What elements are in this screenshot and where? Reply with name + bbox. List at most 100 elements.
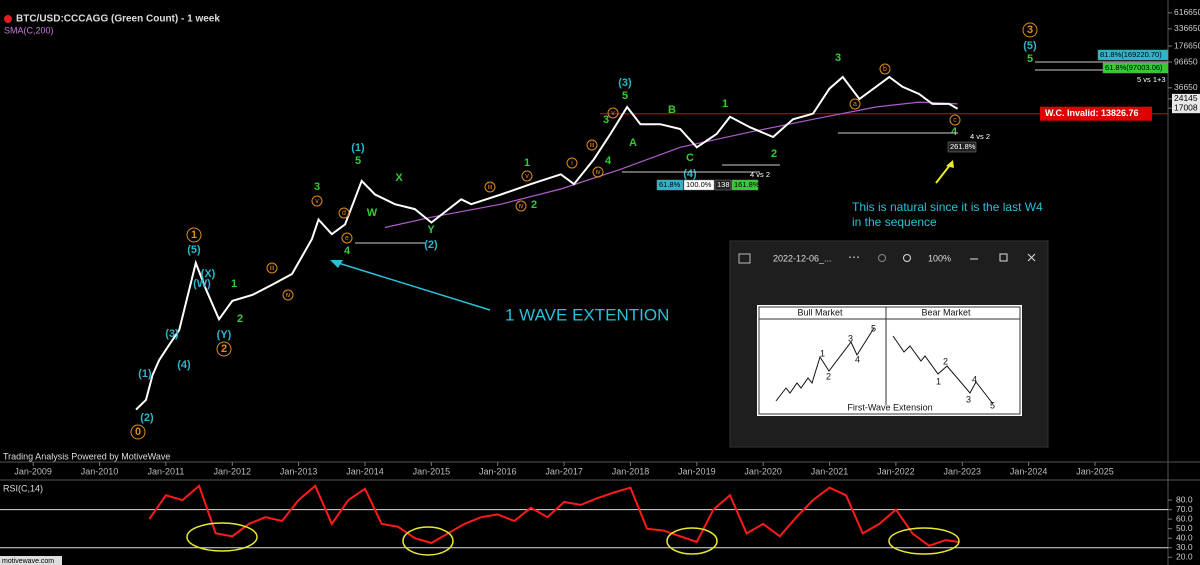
x-tick-label: Jan-2019 bbox=[678, 466, 716, 476]
wave-circle bbox=[216, 341, 232, 357]
wave-label: 4 bbox=[605, 155, 612, 167]
x-tick-label: Jan-2023 bbox=[944, 466, 982, 476]
wave-label: iii bbox=[270, 265, 275, 272]
x-tick-label: Jan-2011 bbox=[147, 466, 184, 476]
note: 1 WAVE EXTENTION bbox=[505, 305, 669, 324]
wave-label: 2 bbox=[221, 343, 227, 355]
wave-label: i bbox=[571, 160, 573, 167]
wave-label: 5 bbox=[355, 155, 361, 167]
highlight-ellipse bbox=[186, 522, 258, 552]
wave-label: (Y) bbox=[217, 329, 232, 341]
y-tick-label: 30.0 bbox=[1176, 542, 1193, 552]
wave-label: (3) bbox=[165, 328, 179, 340]
wave-label: (2) bbox=[424, 239, 438, 251]
note: in the sequence bbox=[852, 215, 937, 229]
fib-label: 5 vs 1+3 bbox=[1137, 75, 1166, 84]
highlight-ellipse bbox=[666, 527, 718, 555]
rsi-line bbox=[148, 484, 960, 547]
fib-label: 4 vs 2 bbox=[750, 170, 770, 179]
arrow bbox=[334, 261, 491, 311]
wave-label: (X) bbox=[201, 268, 216, 280]
fib-label: 100.0% bbox=[686, 180, 712, 189]
wave-label: 3 bbox=[603, 114, 609, 126]
wave-label: d bbox=[342, 210, 346, 217]
wave-label: (1) bbox=[138, 368, 152, 380]
wave-label: (5) bbox=[1023, 40, 1037, 52]
y-tick-label: 36650 bbox=[1174, 82, 1198, 92]
wave-label: v bbox=[611, 110, 615, 117]
wave-number: 3 bbox=[848, 333, 853, 343]
wave-label: 2 bbox=[531, 199, 537, 211]
fib-box bbox=[947, 141, 977, 153]
wave-circle bbox=[515, 200, 527, 212]
indicator-label: SMA(C,200) bbox=[4, 25, 54, 35]
wave-circle bbox=[521, 170, 533, 182]
close[interactable] bbox=[1027, 253, 1036, 262]
maximize[interactable] bbox=[999, 253, 1008, 262]
wave-circle bbox=[586, 139, 598, 151]
wave-label: 2 bbox=[237, 313, 243, 325]
app-icon bbox=[738, 253, 751, 264]
wave-label: X bbox=[395, 172, 403, 184]
window-title: 2022-12-06_... bbox=[773, 253, 832, 263]
image-viewer: 2022-12-06_... ⋯ 100% Bull Market Bear M… bbox=[729, 240, 1049, 448]
wave-number: 5 bbox=[990, 400, 995, 410]
wave-label: Y bbox=[427, 224, 435, 236]
y-tick-label: 20.0 bbox=[1176, 551, 1193, 561]
x-tick-label: Jan-2012 bbox=[214, 466, 252, 476]
wave-label: B bbox=[668, 104, 676, 116]
price-box bbox=[1172, 103, 1200, 114]
wave-circle bbox=[879, 63, 891, 75]
fib-box bbox=[731, 179, 759, 191]
bull-wave bbox=[775, 327, 875, 402]
arrow bbox=[935, 164, 951, 184]
wave-circle bbox=[592, 166, 604, 178]
fib-box bbox=[1097, 49, 1169, 61]
wave-label: 5 bbox=[1027, 53, 1033, 65]
wave-label: e bbox=[345, 235, 349, 242]
bull-title: Bull Market bbox=[797, 307, 843, 317]
y-tick-label: 60.0 bbox=[1176, 513, 1193, 523]
wave-circle bbox=[266, 262, 278, 274]
wave-label: 1 bbox=[722, 98, 728, 110]
x-tick-label: Jan-2020 bbox=[744, 466, 782, 476]
wave-circle bbox=[311, 195, 323, 207]
wave-label: 4 bbox=[951, 126, 958, 138]
wave-number: 4 bbox=[972, 374, 977, 384]
fib-box bbox=[656, 179, 684, 191]
wave-circle bbox=[186, 227, 202, 243]
wave-circle bbox=[341, 232, 353, 244]
more-button[interactable]: ⋯ bbox=[848, 250, 860, 264]
x-tick-label: Jan-2014 bbox=[346, 466, 384, 476]
zoom-in[interactable] bbox=[903, 254, 911, 262]
wave-label: b bbox=[883, 66, 887, 73]
wave-label: 4 bbox=[344, 245, 351, 257]
bear-wave bbox=[892, 335, 994, 405]
y-tick-label: 40.0 bbox=[1176, 532, 1193, 542]
sma-line bbox=[384, 101, 958, 229]
wave-label: v bbox=[315, 198, 319, 205]
fib-label: 4 vs 2 bbox=[970, 132, 990, 141]
bear-title: Bear Market bbox=[921, 307, 971, 317]
fib-box bbox=[714, 179, 732, 191]
wave-label: iv bbox=[285, 292, 291, 299]
rsi-title: RSI(C,14) bbox=[3, 483, 43, 493]
zoom-out[interactable] bbox=[878, 254, 886, 262]
y-tick-label: 176650 bbox=[1174, 40, 1200, 50]
wave-circle bbox=[484, 181, 496, 193]
wave-label: (2) bbox=[140, 412, 154, 424]
x-tick-label: Jan-2021 bbox=[811, 466, 849, 476]
wave-label: (4) bbox=[177, 359, 191, 371]
wave-label: C bbox=[686, 152, 694, 164]
price-line bbox=[135, 75, 959, 411]
y-tick-label: 80.0 bbox=[1176, 494, 1193, 504]
wave-number: 3 bbox=[966, 394, 971, 404]
wave-label: a bbox=[853, 101, 857, 108]
wave-label: (W) bbox=[193, 278, 211, 290]
y-tick-label: 50.0 bbox=[1176, 523, 1193, 533]
wave-circle bbox=[1022, 22, 1038, 38]
wave-label: iii bbox=[488, 184, 493, 191]
fib-label: 61.8% bbox=[659, 180, 681, 189]
wave-label: (3) bbox=[618, 77, 632, 89]
